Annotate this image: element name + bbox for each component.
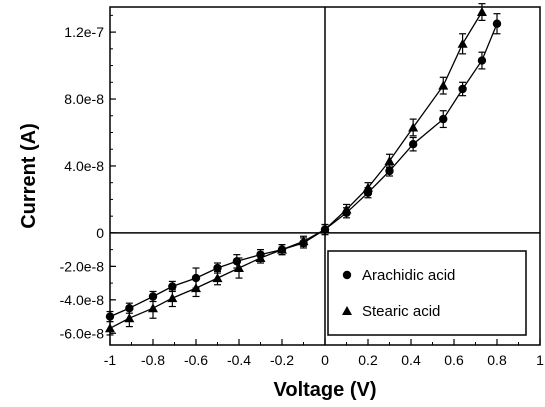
data-point-triangle bbox=[408, 122, 419, 132]
y-tick-label: 0 bbox=[96, 225, 104, 241]
data-point-triangle bbox=[320, 224, 330, 234]
x-tick-label: 0 bbox=[321, 352, 329, 368]
x-tick-label: -1 bbox=[104, 352, 117, 368]
data-point-triangle bbox=[476, 7, 487, 17]
x-tick-label: -0.8 bbox=[141, 352, 165, 368]
data-point-circle bbox=[385, 166, 394, 176]
data-point-triangle bbox=[191, 283, 201, 293]
data-point-circle bbox=[492, 19, 502, 28]
data-point-triangle bbox=[438, 80, 449, 90]
data-point-circle bbox=[439, 114, 448, 124]
data-point-triangle bbox=[363, 182, 373, 192]
y-tick-label: -4.0e-8 bbox=[60, 292, 105, 308]
data-point-triangle bbox=[105, 323, 115, 333]
y-tick-label: -6.0e-8 bbox=[60, 325, 105, 341]
data-point-circle bbox=[458, 84, 467, 94]
x-tick-label: 0.6 bbox=[444, 352, 464, 368]
data-point-circle bbox=[477, 56, 487, 65]
data-point-circle bbox=[105, 312, 115, 321]
data-point-triangle bbox=[298, 236, 309, 246]
y-tick-label: -2.0e-8 bbox=[60, 258, 105, 274]
axes-layer: -1 -0.8 -0.6 -0.4 -0.2 0 0.2 0.4 0.6 0.8 1 -6.0e-8 -… bbox=[60, 7, 544, 368]
legend-marker-circle bbox=[342, 270, 352, 280]
y-tick-label: 1.2e-7 bbox=[64, 24, 104, 40]
data-point-triangle bbox=[457, 38, 468, 48]
x-tick-label: -0.4 bbox=[227, 352, 251, 368]
x-tick-label: 0.4 bbox=[401, 352, 421, 368]
x-tick-label: 0.8 bbox=[487, 352, 507, 368]
legend-label: Arachidic acid bbox=[362, 267, 455, 284]
data-point-triangle bbox=[234, 263, 244, 273]
x-tick-label: -0.6 bbox=[184, 352, 208, 368]
data-point-circle bbox=[213, 263, 222, 273]
x-tick-label: -0.2 bbox=[270, 352, 294, 368]
data-point-triangle bbox=[212, 273, 223, 283]
y-axis-title: Current (A) bbox=[18, 123, 40, 229]
y-tick-label: 8.0e-8 bbox=[64, 91, 104, 107]
y-tick-label: 4.0e-8 bbox=[64, 158, 104, 174]
data-point-triangle bbox=[167, 293, 178, 303]
legend-label: Stearic acid bbox=[362, 303, 440, 320]
data-marks bbox=[105, 3, 502, 336]
x-axis-title: Voltage (V) bbox=[274, 379, 377, 401]
x-tick-label: 0.2 bbox=[358, 352, 378, 368]
data-point-circle bbox=[168, 282, 177, 291]
x-tick-label: 1 bbox=[536, 352, 544, 368]
data-point-circle bbox=[408, 140, 418, 149]
data-point-triangle bbox=[255, 252, 266, 262]
data-point-triangle bbox=[124, 313, 135, 323]
legend-marker-triangle bbox=[342, 306, 352, 315]
data-point-triangle bbox=[341, 204, 352, 214]
data-point-triangle bbox=[148, 303, 158, 313]
legend: Arachidic acid Stearic acid bbox=[327, 250, 527, 336]
legend-box bbox=[327, 250, 527, 336]
data-point-triangle bbox=[277, 244, 287, 254]
data-point-triangle bbox=[384, 155, 395, 165]
